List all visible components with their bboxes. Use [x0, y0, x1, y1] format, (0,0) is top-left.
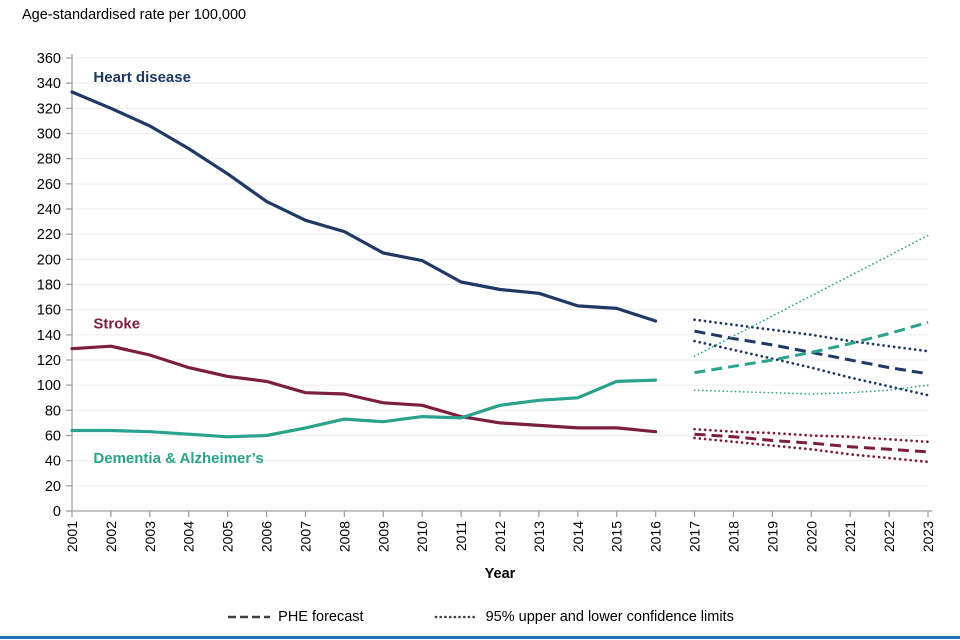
x-tick-label: 2023 [920, 521, 936, 552]
x-tick-label: 2008 [336, 521, 352, 552]
x-tick-label: 2012 [492, 521, 508, 552]
series-stroke-phe-forecast [694, 432, 929, 454]
x-tick-label: 2022 [881, 521, 897, 552]
x-tick-label: 2009 [375, 521, 391, 552]
x-tick-label: 2021 [842, 521, 858, 552]
series-heart-disease [70, 90, 658, 323]
series-stroke-lower-confidence-limit [693, 436, 930, 464]
y-tick-label: 340 [37, 76, 61, 92]
x-tick-label: 2007 [297, 521, 313, 552]
x-tick-label: 2001 [64, 521, 80, 552]
series-dementia-alzheimer-s-upper-confidence-limit [693, 234, 929, 358]
y-tick-label: 320 [37, 101, 61, 117]
chart-title: Age-standardised rate per 100,000 [22, 7, 247, 23]
x-tick-label: 2016 [648, 521, 664, 552]
y-tick-label: 220 [37, 227, 61, 243]
x-tick-label: 2013 [531, 521, 547, 552]
y-tick-label: 160 [37, 303, 61, 319]
series-stroke [70, 344, 658, 434]
series-label-dementia-alzheimer-s: Dementia & Alzheimer’s [93, 450, 263, 467]
dashed-line-swatch [228, 615, 271, 619]
x-tick-label: 2017 [687, 521, 703, 552]
y-tick-label: 200 [37, 252, 61, 268]
y-tick-label: 140 [37, 328, 61, 344]
bottom-divider [0, 636, 960, 639]
y-tick-label: 240 [37, 202, 61, 218]
y-tick-label: 120 [37, 353, 61, 369]
line-chart: 0 20 40 60 80 100 120 140 160 180 200 220 240 260 280 3… [37, 51, 936, 582]
y-tick-label: 80 [45, 403, 61, 419]
y-tick-label: 40 [45, 454, 61, 470]
x-tick-label: 2003 [142, 521, 158, 552]
x-tick-label: 2020 [803, 521, 819, 552]
series-label-heart-disease: Heart disease [93, 69, 191, 86]
series-dementia-alzheimer-s-lower-confidence-limit [693, 384, 929, 395]
x-tick-label: 2018 [725, 521, 741, 552]
series-stroke-upper-confidence-limit [693, 427, 930, 444]
x-tick-label: 2015 [609, 521, 625, 552]
x-tick-label: 2005 [220, 521, 236, 552]
y-tick-label: 60 [45, 429, 61, 445]
legend-label-confidence-limits: 95% upper and lower confidence limits [485, 609, 734, 625]
x-tick-label: 2004 [181, 521, 197, 552]
legend-item-phe-forecast: PHE forecast [226, 609, 364, 625]
dotted-line-swatch [434, 615, 479, 619]
y-tick-label: 20 [45, 479, 61, 495]
x-tick-label: 2006 [259, 521, 275, 552]
y-tick-label: 0 [53, 504, 61, 520]
series-dementia-alzheimer-s-phe-forecast [694, 320, 929, 375]
legend-item-confidence-limits: 95% upper and lower confidence limits [434, 609, 734, 625]
y-tick-label: 280 [37, 152, 61, 168]
x-tick-label: 2019 [764, 521, 780, 552]
x-tick-label: 2011 [453, 521, 469, 551]
y-tick-label: 180 [37, 278, 61, 294]
chart-legend: PHE forecast 95% upper and lower confide… [0, 609, 960, 625]
y-tick-label: 100 [37, 378, 61, 394]
y-tick-label: 260 [37, 177, 61, 193]
series-heart-disease-upper-confidence-limit [693, 318, 930, 353]
x-tick-label: 2002 [103, 521, 119, 552]
legend-label-forecast: PHE forecast [278, 609, 364, 625]
x-tick-label: 2010 [414, 521, 430, 552]
x-tick-label: 2014 [570, 521, 586, 552]
x-axis-title: Year [485, 566, 516, 582]
series-dementia-alzheimer-s [70, 378, 658, 439]
y-tick-label: 300 [37, 127, 61, 143]
series-heart-disease-phe-forecast [694, 329, 929, 376]
y-tick-label: 360 [37, 51, 61, 67]
series-label-stroke: Stroke [93, 316, 140, 333]
